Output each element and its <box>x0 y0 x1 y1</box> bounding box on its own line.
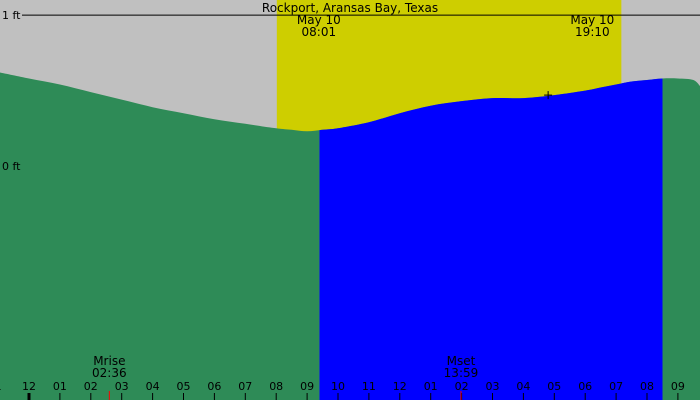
x-tick-label: 12 <box>393 380 407 393</box>
x-tick-label: 04 <box>516 380 530 393</box>
x-tick-label: 02 <box>455 380 469 393</box>
x-tick-label: 08 <box>640 380 654 393</box>
x-tick-label: 02 <box>84 380 98 393</box>
x-tick-label: 01 <box>424 380 438 393</box>
x-tick-label: 11 <box>362 380 376 393</box>
x-tick-label: 06 <box>578 380 592 393</box>
x-axis: 1 12 01 02 03 04 05 06 07 08 09 10 11 12 01 02 03 04 05 06 0… <box>0 380 685 400</box>
x-tick-label: 10 <box>331 380 345 393</box>
x-tick-label: 09 <box>671 380 685 393</box>
x-tick-label: 07 <box>609 380 623 393</box>
moonset-label: Mset <box>447 354 476 368</box>
moonset-time: 13:59 <box>444 366 479 380</box>
x-tick-label: 01 <box>53 380 67 393</box>
sunset-date: May 10 <box>570 13 614 27</box>
x-tick-label: 03 <box>115 380 129 393</box>
moonrise-time: 02:36 <box>92 366 127 380</box>
y-tick-label-0ft: 0 ft <box>2 160 21 173</box>
x-tick-label: 05 <box>177 380 191 393</box>
x-tick-label: 05 <box>547 380 561 393</box>
x-tick-label: 12 <box>22 380 36 393</box>
sunrise-date: May 10 <box>297 13 341 27</box>
x-tick-label: 07 <box>238 380 252 393</box>
tide-highlight-area <box>319 78 663 400</box>
x-tick-label: 03 <box>486 380 500 393</box>
x-tick-label: 08 <box>269 380 283 393</box>
x-tick-label: 1 <box>0 380 2 393</box>
moonrise-label: Mrise <box>93 354 125 368</box>
x-tick-label: 09 <box>300 380 314 393</box>
sunrise-time: 08:01 <box>302 25 337 39</box>
x-tick-label: 06 <box>207 380 221 393</box>
y-tick-label-1ft: 1 ft <box>2 9 21 22</box>
x-tick-label: 04 <box>146 380 160 393</box>
cursor-crosshair <box>544 91 553 100</box>
chart-title: Rockport, Aransas Bay, Texas <box>262 1 438 15</box>
sunset-time: 19:10 <box>575 25 610 39</box>
